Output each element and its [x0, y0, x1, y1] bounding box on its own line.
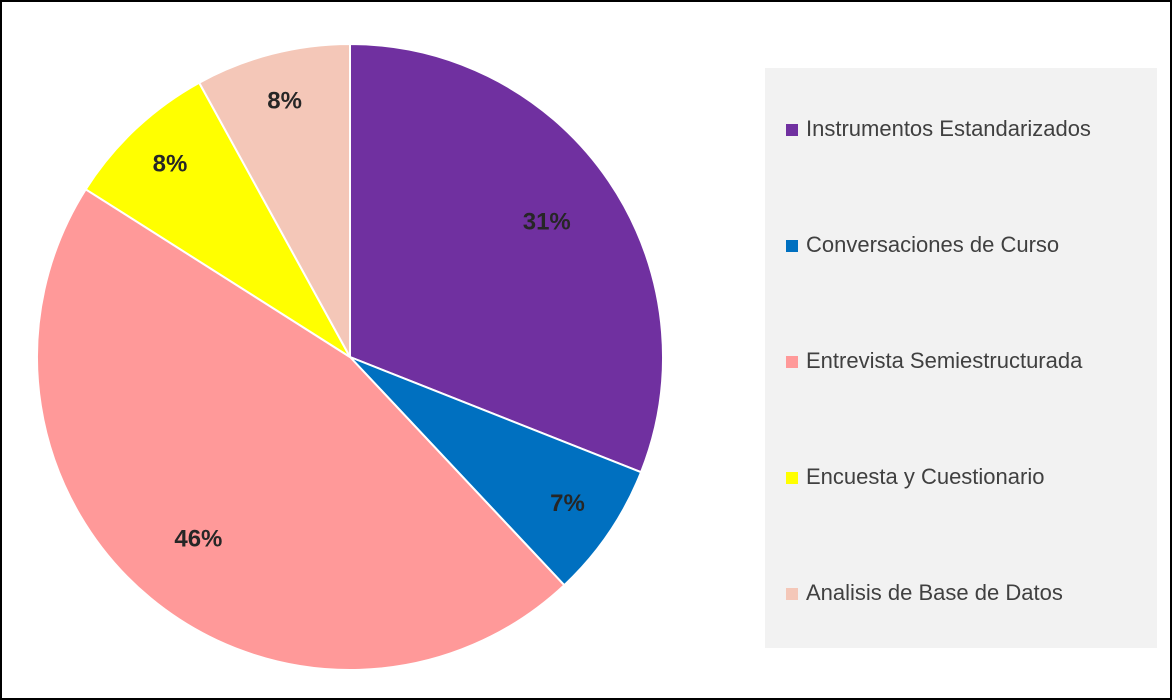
data-label: 8% [267, 88, 302, 115]
legend-label: Analisis de Base de Datos [806, 580, 1063, 605]
pie-slice [349, 42, 664, 474]
data-label: 31% [523, 209, 571, 236]
legend-label: Encuesta y Cuestionario [806, 464, 1044, 489]
pie-slice [36, 187, 566, 671]
pie-slice [197, 42, 351, 358]
legend-swatch [786, 356, 798, 368]
legend-swatch [786, 240, 798, 252]
data-label: 7% [550, 490, 585, 517]
legend-swatch [786, 472, 798, 484]
data-label: 46% [174, 526, 222, 553]
legend-swatch [786, 588, 798, 600]
pie-slice [349, 356, 643, 587]
legend-label: Instrumentos Estandarizados [806, 116, 1091, 141]
pie-slice [84, 81, 351, 358]
legend-label: Conversaciones de Curso [806, 232, 1059, 257]
legend-label: Entrevista Semiestructurada [806, 348, 1083, 373]
data-label: 8% [153, 151, 188, 178]
legend-swatch [786, 124, 798, 136]
legend-box [765, 68, 1157, 648]
